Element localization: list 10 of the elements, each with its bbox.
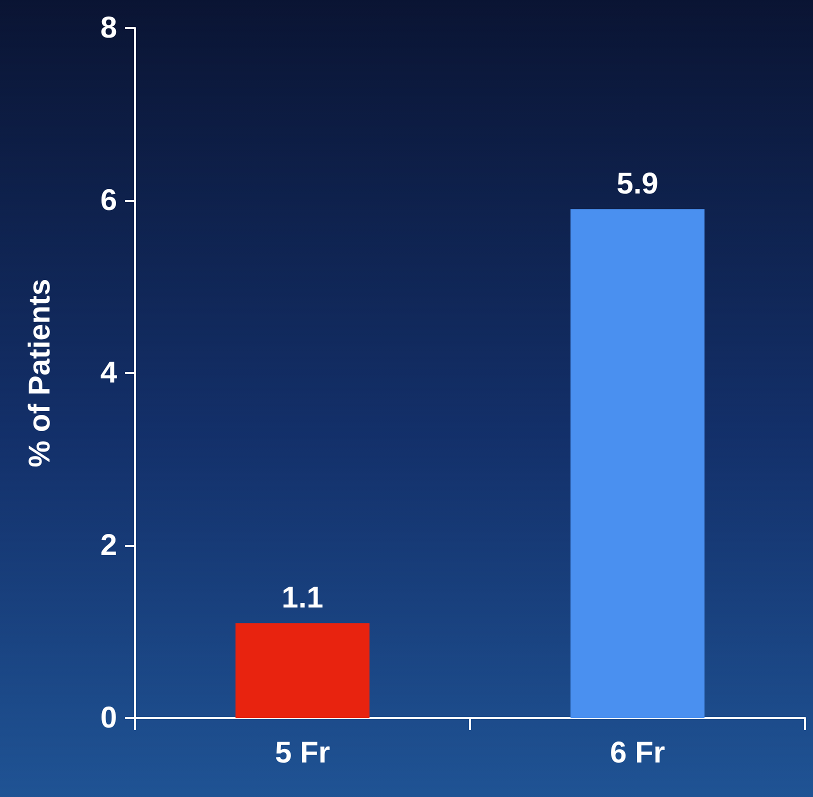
y-tick-label: 0 [100,702,117,734]
y-tick-label: 4 [100,356,118,390]
x-tick-label: 6 Fr [610,736,666,770]
data-label: 5.9 [616,168,658,201]
data-label: 1.1 [282,582,324,615]
y-tick-label: 6 [100,184,117,217]
y-axis-title: % of Patients [24,278,56,468]
y-tick-label: 2 [100,529,117,562]
y-tick-label: 8 [100,12,117,44]
x-tick-label: 5 Fr [274,736,330,770]
